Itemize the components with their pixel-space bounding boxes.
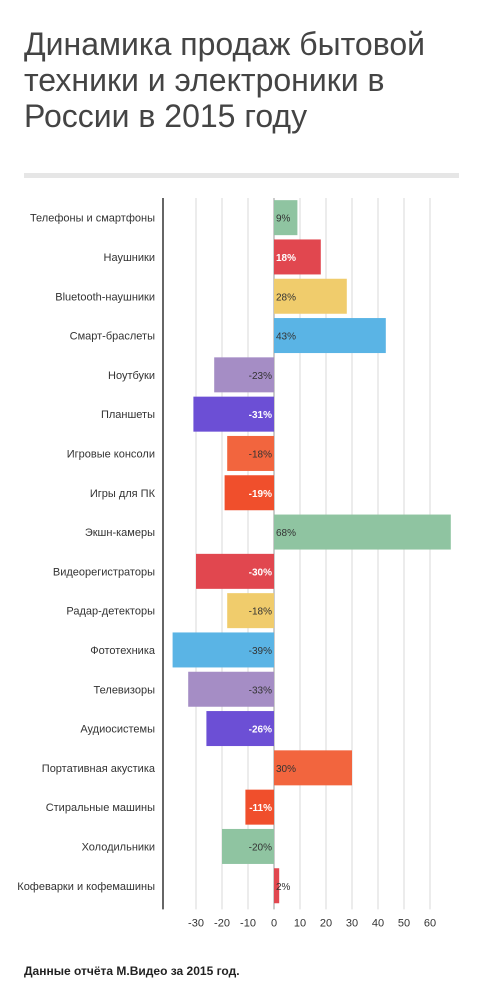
category-label: Портативная акустика bbox=[42, 763, 156, 775]
category-label: Аудиосистемы bbox=[80, 724, 155, 736]
value-label: -31% bbox=[249, 410, 272, 421]
value-label: 18% bbox=[276, 253, 296, 264]
x-tick-label: -10 bbox=[240, 917, 256, 929]
value-label: -20% bbox=[249, 842, 272, 853]
title-divider bbox=[24, 173, 459, 178]
category-label: Кофеварки и кофемашины bbox=[17, 881, 155, 893]
value-label: -23% bbox=[249, 371, 272, 382]
category-label: Холодильники bbox=[82, 841, 155, 853]
bar bbox=[227, 593, 274, 629]
bar bbox=[274, 239, 321, 275]
value-label: -26% bbox=[249, 725, 272, 736]
category-label: Фототехника bbox=[90, 645, 156, 657]
source-note: Данные отчёта М.Видео за 2015 год. bbox=[24, 964, 240, 978]
category-label: Стиральные машины bbox=[46, 802, 155, 814]
bar bbox=[274, 318, 386, 354]
x-tick-label: 20 bbox=[320, 917, 332, 929]
x-tick-label: 0 bbox=[271, 917, 277, 929]
category-label: Bluetooth-наушники bbox=[55, 291, 155, 303]
value-label: 68% bbox=[276, 528, 296, 539]
x-tick-label: 30 bbox=[346, 917, 358, 929]
value-label: -33% bbox=[249, 685, 272, 696]
bar bbox=[245, 789, 274, 825]
bar bbox=[214, 357, 274, 393]
bar bbox=[196, 553, 274, 589]
category-label: Телефоны и смартфоны bbox=[30, 213, 155, 225]
x-tick-label: 40 bbox=[372, 917, 384, 929]
value-label: 30% bbox=[276, 764, 296, 775]
value-label: 28% bbox=[276, 292, 296, 303]
value-label: -11% bbox=[249, 803, 272, 814]
value-label: -39% bbox=[249, 646, 272, 657]
value-label: 9% bbox=[276, 214, 291, 225]
category-label: Радар-детекторы bbox=[66, 606, 155, 618]
category-label: Смарт-браслеты bbox=[70, 331, 155, 343]
category-label: Игровые консоли bbox=[67, 448, 155, 460]
value-label: -30% bbox=[249, 567, 272, 578]
category-label: Экшн-камеры bbox=[85, 527, 155, 539]
category-label: Наушники bbox=[104, 252, 155, 264]
chart-title: Динамика продаж бытовой техники и электр… bbox=[24, 26, 425, 134]
value-label: 43% bbox=[276, 332, 296, 343]
bar bbox=[274, 278, 347, 314]
bar bbox=[222, 828, 274, 864]
category-label: Планшеты bbox=[101, 409, 155, 421]
bar bbox=[188, 671, 274, 707]
bar bbox=[206, 711, 274, 747]
bar bbox=[227, 435, 274, 471]
bar bbox=[224, 475, 274, 511]
category-label: Видеорегистраторы bbox=[53, 566, 155, 578]
x-tick-label: -30 bbox=[188, 917, 204, 929]
value-label: 2% bbox=[276, 882, 291, 893]
x-tick-label: 50 bbox=[398, 917, 410, 929]
value-label: -18% bbox=[249, 449, 272, 460]
category-label: Ноутбуки bbox=[108, 370, 155, 382]
bar bbox=[274, 750, 352, 786]
category-label: Телевизоры bbox=[94, 684, 156, 696]
bar bbox=[274, 514, 451, 550]
bar bbox=[274, 200, 298, 236]
bar-chart: Телефоны и смартфоны 9% Наушники 18% Bluetoo… bbox=[17, 198, 451, 929]
x-tick-label: 60 bbox=[424, 917, 436, 929]
bar bbox=[274, 868, 280, 904]
value-label: -18% bbox=[249, 607, 272, 618]
category-label: Игры для ПК bbox=[90, 488, 156, 500]
bar bbox=[193, 396, 274, 432]
bar bbox=[172, 632, 274, 668]
x-tick-label: -20 bbox=[214, 917, 230, 929]
x-tick-label: 10 bbox=[294, 917, 306, 929]
value-label: -19% bbox=[249, 489, 272, 500]
